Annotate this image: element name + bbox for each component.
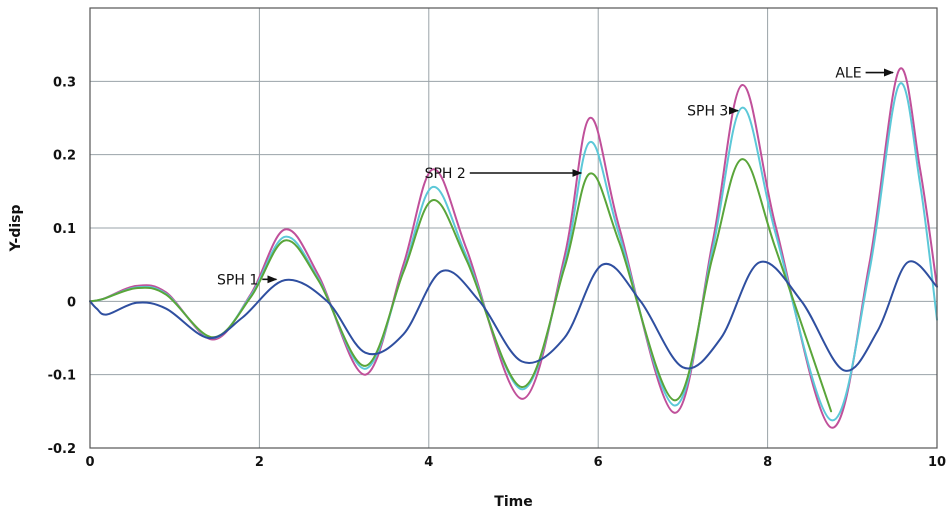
series-line-1 [89, 67, 938, 429]
annotation: SPH 2 [425, 166, 583, 182]
x-tick-labels: 0 2 4 6 8 10 [85, 455, 946, 470]
x-tick-label: 8 [763, 455, 772, 470]
annotation: SPH 3 [687, 104, 739, 120]
annotation: SPH 1 [217, 272, 278, 288]
y-axis-title: Y-disp [8, 204, 24, 252]
annotation-label: ALE [835, 66, 861, 82]
annotations: SPH 1 SPH 2 SPH 3 ALE [217, 66, 894, 288]
annotation: ALE [835, 66, 894, 82]
series-group [89, 67, 938, 429]
y-tick-labels: -0.2 -0.1 0 0.1 0.2 0.3 [48, 75, 76, 457]
y-tick-label: 0.2 [53, 149, 76, 164]
y-tick-label: 0 [67, 295, 76, 310]
series-line-4 [89, 260, 938, 372]
x-tick-label: 4 [424, 455, 433, 470]
y-tick-label: -0.2 [48, 442, 76, 457]
x-tick-label: 6 [594, 455, 603, 470]
y-tick-label: 0.1 [53, 222, 76, 237]
x-tick-label: 0 [85, 455, 94, 470]
y-tick-label: -0.1 [48, 369, 76, 384]
annotation-label: SPH 2 [425, 166, 466, 182]
x-tick-label: 2 [255, 455, 264, 470]
plot-area-frame [89, 7, 938, 449]
series-line-2 [89, 82, 938, 422]
x-tick-label: 10 [928, 455, 946, 470]
x-axis-title: Time [494, 494, 532, 510]
annotation-label: SPH 3 [687, 104, 728, 120]
annotation-label: SPH 1 [217, 272, 258, 288]
y-tick-label: 0.3 [53, 75, 76, 90]
